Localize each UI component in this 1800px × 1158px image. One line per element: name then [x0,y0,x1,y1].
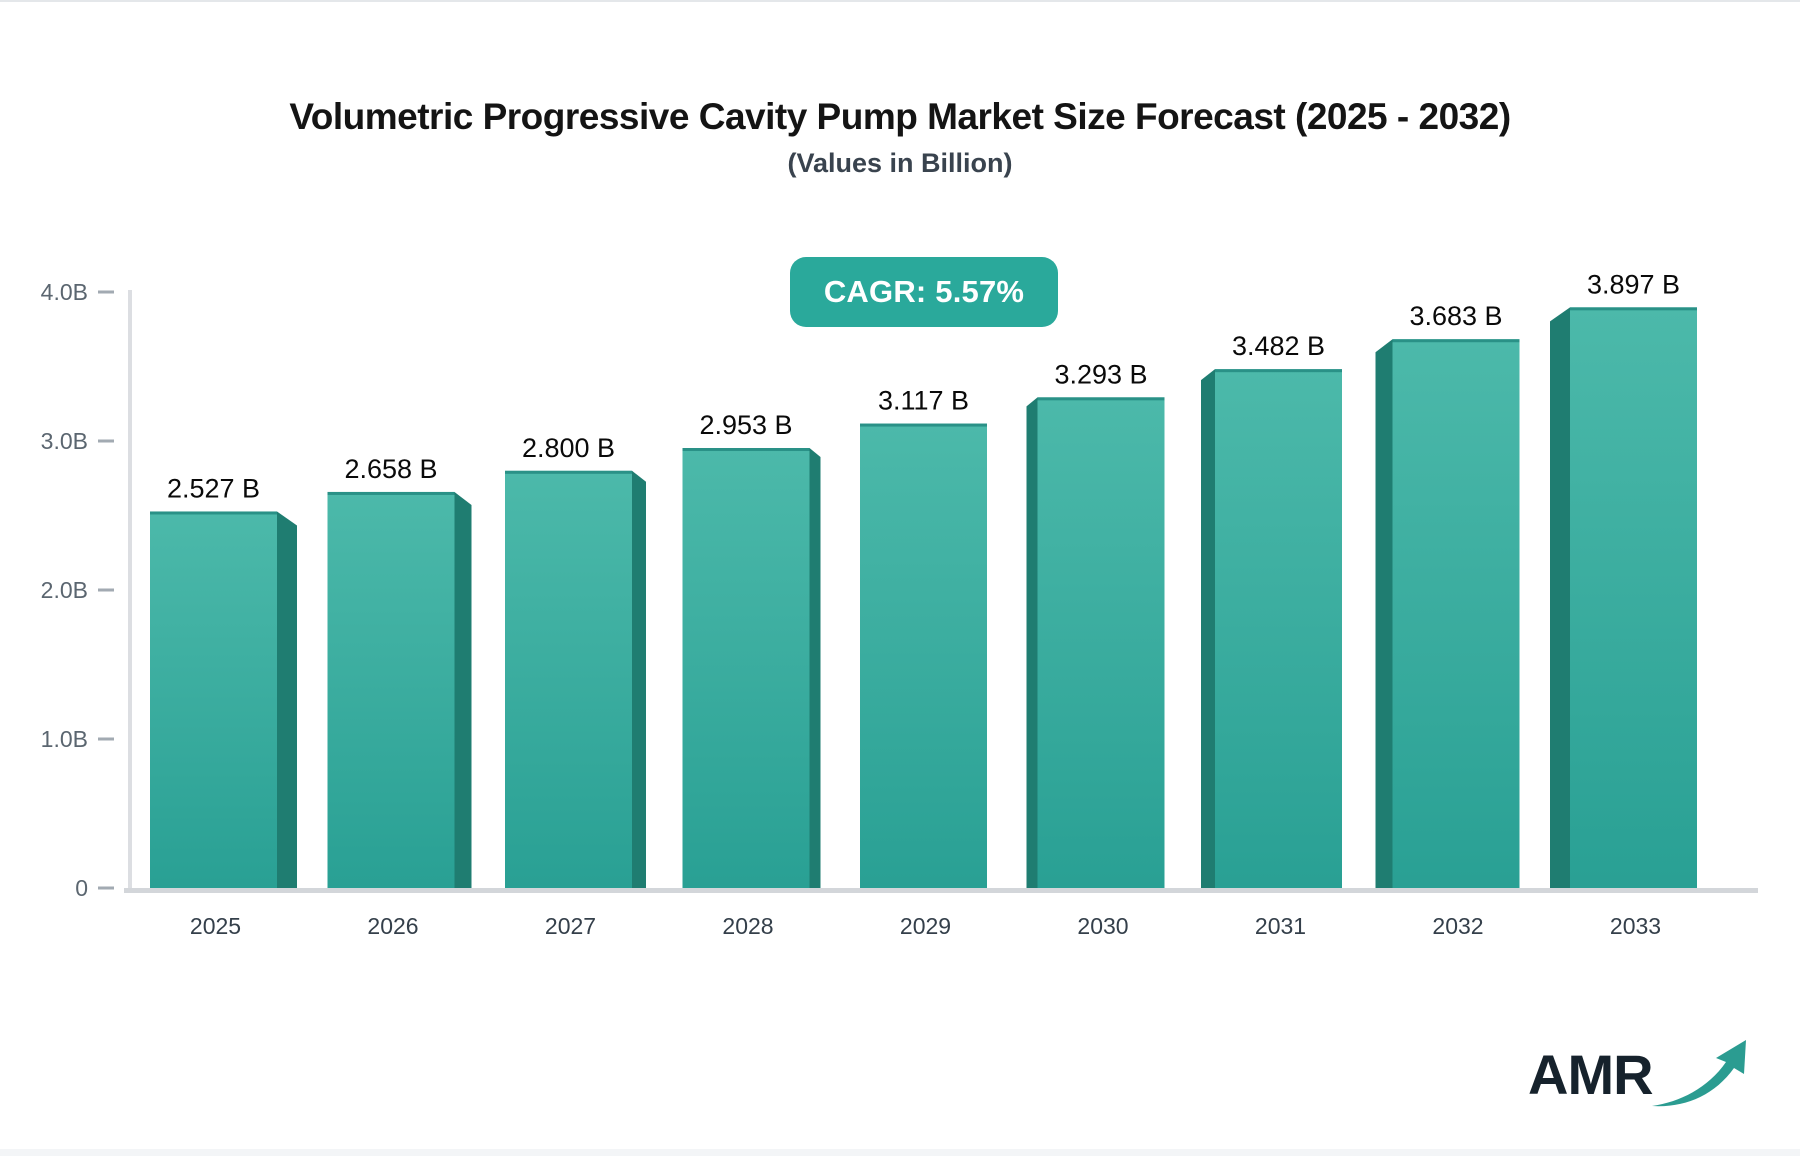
amr-logo: AMR [1528,1032,1758,1132]
bar-side-2027 [632,470,646,888]
bar-top-edge-2026 [327,491,455,495]
bar-value-label-2028: 2.953 B [699,410,792,440]
amr-logo-text: AMR [1528,1043,1654,1106]
bar-value-label-2033: 3.897 B [1587,269,1680,299]
bar-2031 [1215,369,1342,888]
bar-side-2028 [809,448,821,888]
bar-side-2026 [454,491,472,888]
bar-side-2032 [1375,339,1393,888]
bar-top-edge-2033 [1570,307,1697,311]
bar-side-2030 [1026,397,1038,888]
bar-2030 [1037,397,1165,888]
x-axis-baseline [124,888,1758,893]
x-axis-label-2030: 2030 [1077,913,1128,939]
bar-top-edge-2029 [860,423,987,427]
bar-2033 [1570,307,1697,888]
bar-value-label-2027: 2.800 B [522,433,615,463]
bar-value-label-2025: 2.527 B [167,473,260,503]
bar-side-2031 [1201,369,1215,888]
x-axis-label-2033: 2033 [1610,913,1661,939]
bar-top-edge-2030 [1037,397,1165,401]
y-axis-tick [98,290,114,294]
bottom-edge-strip [0,1149,1800,1156]
bar-top-edge-2028 [682,448,810,452]
bar-side-2033 [1550,307,1570,888]
y-axis-tick [98,886,114,890]
cagr-badge: CAGR: 5.57% [790,257,1058,327]
bar-top-edge-2027 [505,470,632,474]
bar-2027 [505,470,632,888]
y-axis-tick-label: 0 [75,875,88,901]
bar-top-edge-2031 [1215,369,1342,373]
bar-top-edge-2025 [150,511,277,515]
x-axis-label-2025: 2025 [190,913,241,939]
cagr-badge-label: CAGR: 5.57% [823,274,1025,309]
y-axis-tick [98,737,114,741]
bar-value-label-2031: 3.482 B [1232,331,1325,361]
bar-2029 [860,423,987,888]
x-axis-label-2031: 2031 [1255,913,1306,939]
bar-2032 [1392,339,1520,888]
y-axis-tick-label: 1.0B [41,726,88,752]
y-axis-tick-label: 4.0B [41,279,88,305]
bar-2025 [150,511,277,888]
y-axis-tick-label: 3.0B [41,428,88,454]
bar-value-label-2026: 2.658 B [344,454,437,484]
bar-value-label-2032: 3.683 B [1409,301,1502,331]
bar-value-label-2029: 3.117 B [878,386,969,416]
bar-value-label-2030: 3.293 B [1054,359,1147,389]
x-axis-label-2027: 2027 [545,913,596,939]
bar-2026 [327,491,455,888]
y-axis-tick-label: 2.0B [41,577,88,603]
x-axis-label-2029: 2029 [900,913,951,939]
x-axis-label-2026: 2026 [367,913,418,939]
bar-2028 [682,448,810,888]
y-axis-tick [98,588,114,592]
x-axis-label-2032: 2032 [1432,913,1483,939]
chart-subtitle: (Values in Billion) [787,148,1013,178]
growth-arrow-icon [1652,1040,1746,1107]
chart-title: Volumetric Progressive Cavity Pump Marke… [289,96,1511,137]
y-axis-line [128,290,132,890]
bar-top-edge-2032 [1392,339,1520,343]
x-axis-label-2028: 2028 [722,913,773,939]
y-axis-tick [98,439,114,443]
bar-side-2025 [277,511,297,888]
